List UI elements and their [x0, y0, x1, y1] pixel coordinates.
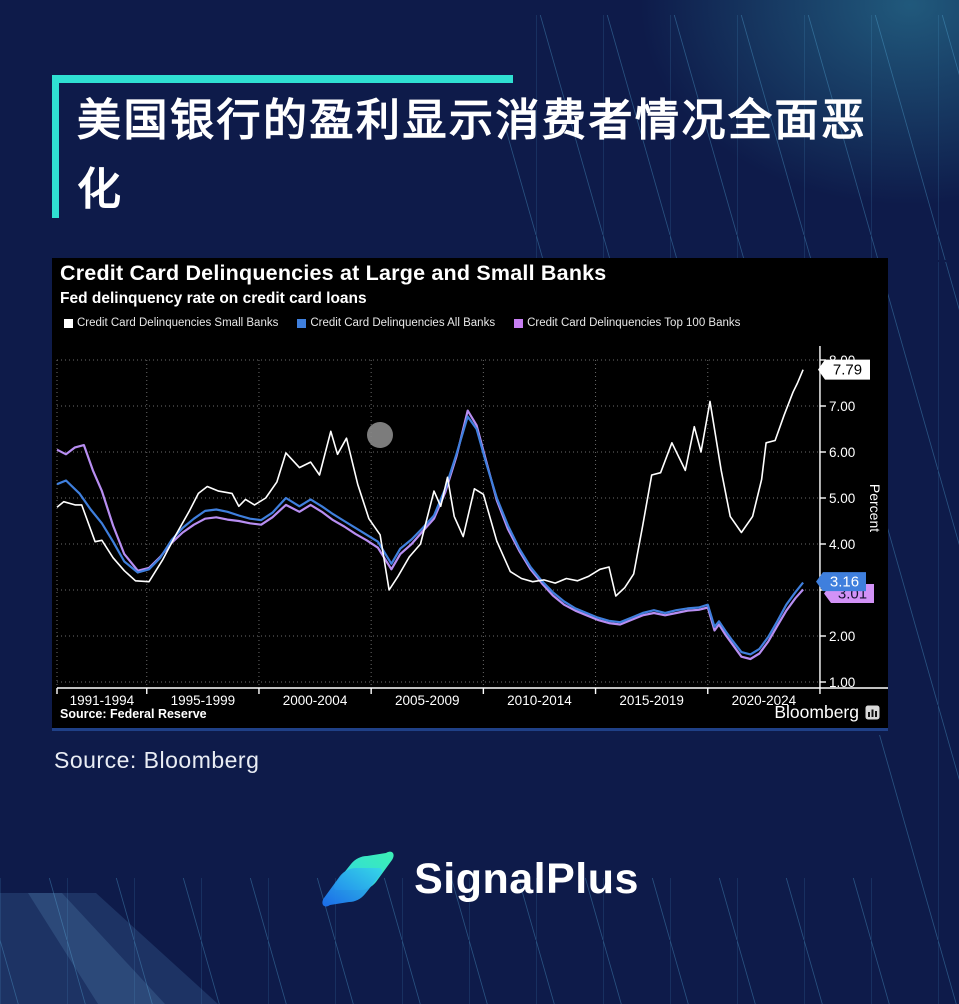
series-end-value: 7.79: [833, 362, 862, 379]
legend-item: Credit Card Delinquencies Top 100 Banks: [514, 317, 740, 329]
signalplus-wordmark: SignalPlus: [414, 854, 639, 903]
bloomberg-brand: Bloomberg: [774, 702, 880, 723]
y-tick-label: 2.00: [829, 629, 855, 644]
series-end-value: 3.16: [830, 574, 859, 591]
bloomberg-terminal-icon: [865, 705, 880, 720]
legend-label: Credit Card Delinquencies Small Banks: [77, 317, 279, 329]
y-tick-label: 1.00: [829, 675, 855, 690]
watermark-dot: [367, 422, 393, 448]
x-tick-label: 2000-2004: [283, 693, 348, 708]
legend-swatch-icon: [64, 318, 73, 328]
x-tick-label: 1995-1999: [171, 693, 236, 708]
legend-item: Credit Card Delinquencies Small Banks: [64, 317, 278, 329]
headline-accent-border: [52, 75, 59, 218]
y-tick-label: 4.00: [829, 537, 855, 552]
x-tick-label: 2005-2009: [395, 693, 460, 708]
bloomberg-chart-panel: Credit Card Delinquencies at Large and S…: [52, 258, 888, 728]
legend-swatch-icon: [514, 318, 524, 328]
series-end-label: [818, 359, 870, 380]
x-tick-label: 2015-2019: [619, 693, 684, 708]
bloomberg-wordmark: Bloomberg: [774, 702, 859, 722]
legend-label: Credit Card Delinquencies Top 100 Banks: [527, 317, 741, 329]
chart-source-note: Source: Federal Reserve: [60, 707, 207, 721]
y-tick-label: 6.00: [829, 445, 855, 460]
source-caption: Source: Bloomberg: [54, 747, 260, 773]
legend-swatch-icon: [297, 318, 307, 328]
y-tick-label: 7.00: [829, 399, 855, 414]
headline-accent-bar: [52, 75, 513, 83]
legend-item: Credit Card Delinquencies All Banks: [297, 317, 495, 329]
chart-subtitle: Fed delinquency rate on credit card loan…: [60, 290, 367, 307]
x-tick-label: 2020-2024: [732, 693, 797, 708]
legend-label: Credit Card Delinquencies All Banks: [310, 317, 496, 329]
x-tick-label: 2010-2014: [507, 693, 572, 708]
series-end-label: [816, 572, 866, 592]
y-axis-label: Percent: [867, 484, 883, 532]
x-tick-label: 1991-1994: [70, 693, 135, 708]
y-tick-label: 5.00: [829, 491, 855, 506]
signalplus-logo-icon: [322, 851, 394, 907]
page-title: 美国银行的盈利显示消费者情况全面恶化: [77, 96, 868, 214]
signalplus-footer: SignalPlus: [0, 841, 959, 917]
chart-legend: Credit Card Delinquencies Small Banks Cre…: [64, 317, 740, 329]
chart-title: Credit Card Delinquencies at Large and S…: [60, 261, 607, 285]
plot-area: 8.007.006.005.004.003.002.001.001991-199…: [56, 346, 888, 708]
